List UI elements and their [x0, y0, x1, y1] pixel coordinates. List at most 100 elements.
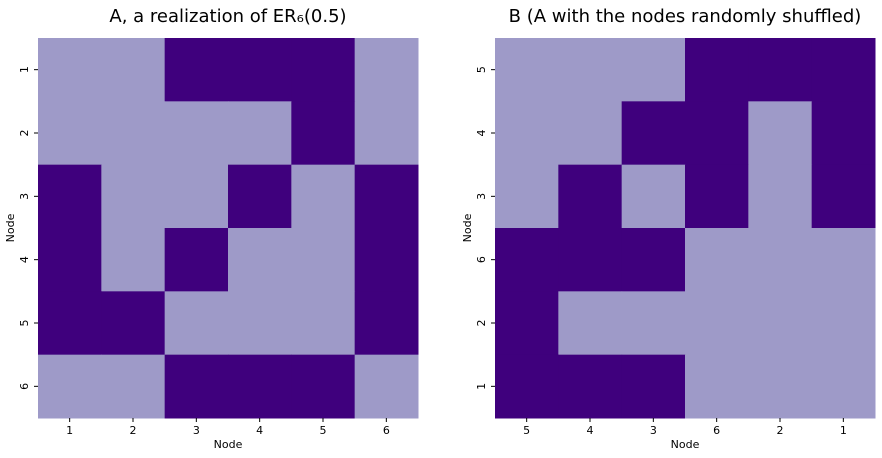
x-tick-label: 3	[193, 424, 200, 437]
y-tick-label: 4	[18, 256, 31, 263]
cell	[621, 38, 686, 102]
x-tick-label: 3	[650, 424, 657, 437]
cell	[228, 228, 292, 292]
cell	[228, 38, 292, 102]
x-tick-label: 6	[713, 424, 720, 437]
y-tick-label: 6	[18, 383, 31, 390]
cell	[228, 164, 292, 229]
y-tick-label: 1	[475, 383, 488, 390]
y-tick-label: 4	[475, 130, 488, 137]
cell	[164, 291, 229, 356]
cell	[38, 228, 102, 292]
cell	[291, 291, 356, 356]
cell	[164, 228, 229, 292]
cell	[621, 101, 686, 166]
cell	[228, 354, 292, 419]
cell	[495, 354, 559, 419]
cell	[495, 38, 559, 102]
y-tick-label: 2	[18, 130, 31, 137]
cell	[38, 291, 102, 356]
cell	[495, 228, 559, 292]
cell	[291, 101, 356, 166]
cell	[748, 38, 813, 102]
cell	[495, 291, 559, 356]
cell	[621, 228, 686, 292]
cell	[354, 354, 419, 419]
cell	[101, 354, 166, 419]
cell	[354, 291, 419, 356]
cell	[685, 164, 749, 229]
x-tick-label: 4	[587, 424, 594, 437]
x-tick-label: 2	[130, 424, 137, 437]
y-axis-label: Node	[4, 213, 17, 242]
cell	[101, 101, 166, 166]
chart-title: B (A with the nodes randomly shuffled)	[509, 6, 862, 27]
cell	[495, 164, 559, 229]
x-axis-label: Node	[214, 438, 243, 451]
x-tick-label: 1	[840, 424, 847, 437]
cell	[38, 38, 102, 102]
cell	[558, 38, 623, 102]
cell	[354, 38, 419, 102]
chart-title: A, a realization of ER₆(0.5)	[109, 6, 346, 27]
cell	[748, 291, 813, 356]
cell	[558, 228, 623, 292]
cell	[101, 38, 166, 102]
cell	[621, 354, 686, 419]
cell	[621, 164, 686, 229]
cell	[685, 354, 749, 419]
cell	[101, 291, 166, 356]
cell	[811, 101, 876, 166]
cell	[291, 228, 356, 292]
cell	[38, 164, 102, 229]
x-tick-label: 6	[383, 424, 390, 437]
cell	[811, 228, 876, 292]
y-tick-label: 5	[18, 320, 31, 327]
y-tick-label: 3	[475, 193, 488, 200]
cell	[291, 164, 356, 229]
cell	[811, 291, 876, 356]
cell	[101, 228, 166, 292]
cell	[558, 354, 623, 419]
cell	[558, 164, 623, 229]
cell	[38, 101, 102, 166]
y-axis-label: Node	[461, 213, 474, 242]
y-tick-label: 3	[18, 193, 31, 200]
cell	[354, 228, 419, 292]
cell	[164, 354, 229, 419]
cell	[748, 354, 813, 419]
x-axis-label: Node	[671, 438, 700, 451]
cell	[354, 164, 419, 229]
cell	[495, 101, 559, 166]
y-tick-label: 2	[475, 320, 488, 327]
cell	[101, 164, 166, 229]
cell	[811, 164, 876, 229]
cell	[38, 354, 102, 419]
cell	[291, 354, 356, 419]
y-tick-label: 6	[475, 256, 488, 263]
y-tick-label: 5	[475, 66, 488, 73]
x-tick-label: 2	[777, 424, 784, 437]
cell	[354, 101, 419, 166]
cell	[748, 101, 813, 166]
cell	[164, 164, 229, 229]
cell	[811, 38, 876, 102]
cell	[291, 38, 356, 102]
cell	[228, 291, 292, 356]
cell	[685, 228, 749, 292]
x-tick-label: 5	[320, 424, 327, 437]
cell	[685, 101, 749, 166]
cell	[811, 354, 876, 419]
cell	[164, 38, 229, 102]
x-tick-label: 4	[256, 424, 263, 437]
cell	[558, 291, 623, 356]
cell	[748, 228, 813, 292]
cell	[558, 101, 623, 166]
cell	[748, 164, 813, 229]
x-tick-label: 1	[66, 424, 73, 437]
x-tick-label: 5	[523, 424, 530, 437]
cell	[164, 101, 229, 166]
cell	[228, 101, 292, 166]
cell	[685, 38, 749, 102]
